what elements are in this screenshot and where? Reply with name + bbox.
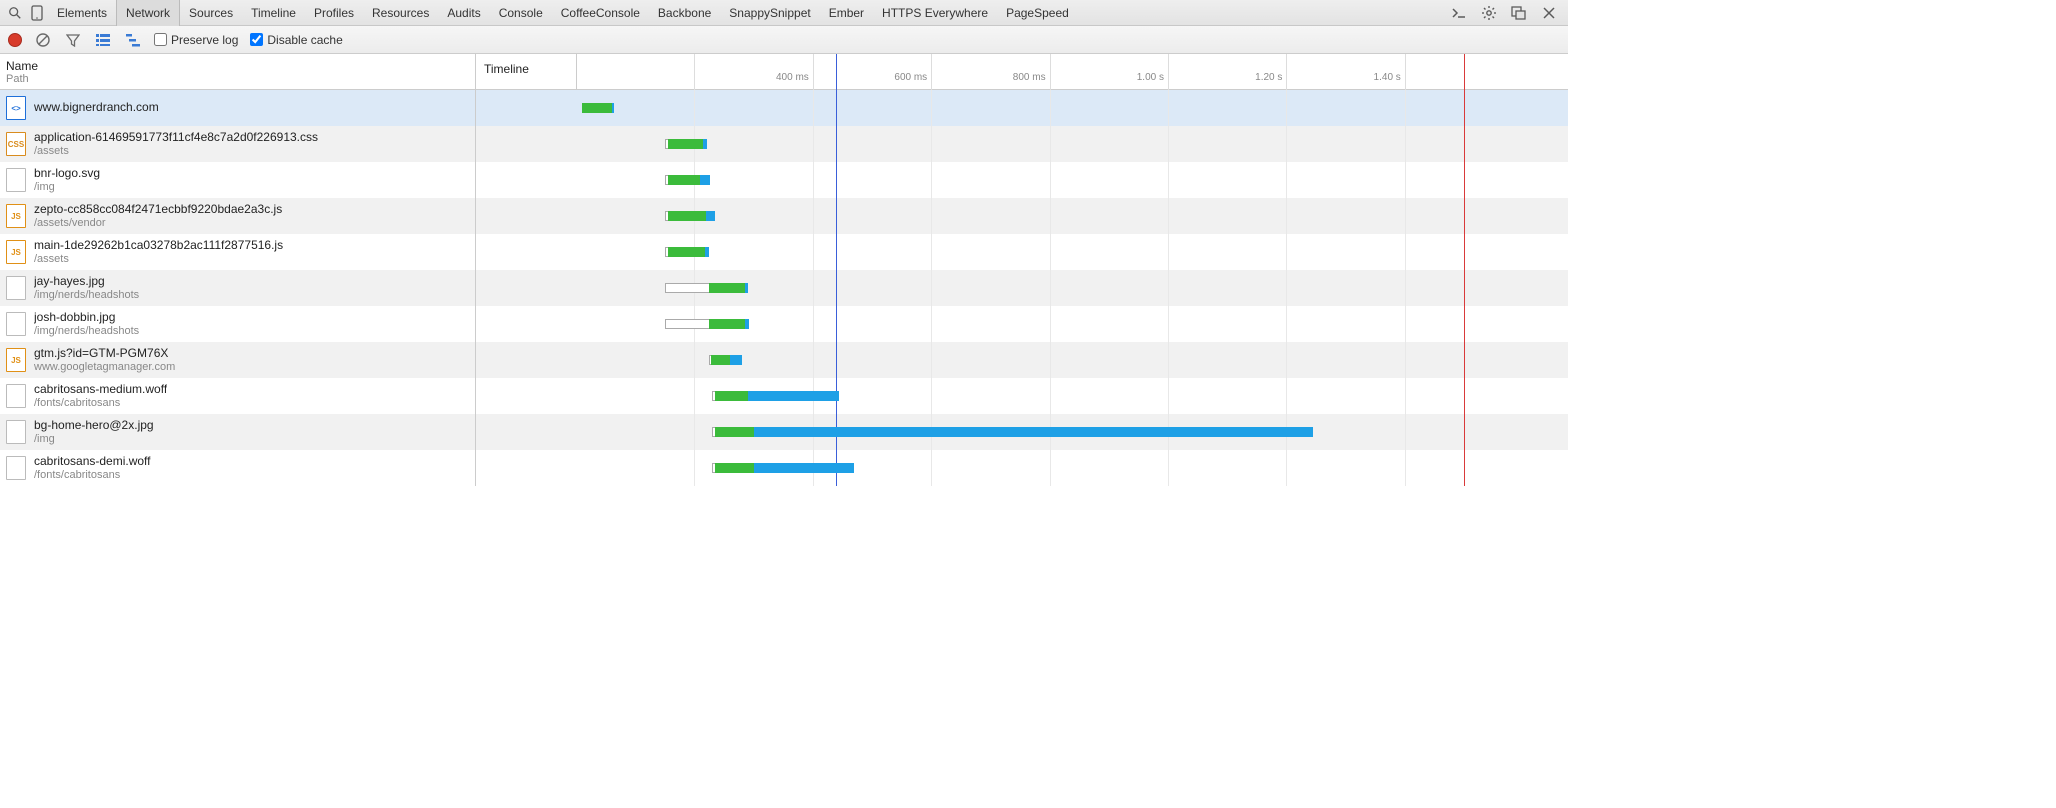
preserve-log-label: Preserve log (171, 33, 238, 47)
request-name: zepto-cc858cc084f2471ecbbf9220bdae2a3c.j… (34, 203, 282, 217)
tick-label: 1.20 s (1255, 72, 1286, 83)
gear-icon[interactable] (1478, 2, 1500, 24)
tab-pagespeed[interactable]: PageSpeed (997, 0, 1078, 26)
table-row[interactable]: JS main-1de29262b1ca03278b2ac111f2877516.… (0, 234, 1568, 270)
name-header-label: Name (6, 59, 469, 73)
request-path: /img (34, 433, 154, 446)
tab-elements[interactable]: Elements (48, 0, 116, 26)
tab-sources[interactable]: Sources (180, 0, 242, 26)
table-row[interactable]: <> www.bignerdranch.com (0, 90, 1568, 126)
table-row[interactable]: CSS application-61469591773f11cf4e8c7a2d0… (0, 126, 1568, 162)
timing-bar[interactable] (665, 175, 711, 185)
filter-icon[interactable] (64, 31, 82, 49)
request-path: /assets (34, 253, 283, 266)
tab-coffeeconsole[interactable]: CoffeeConsole (552, 0, 649, 26)
table-row[interactable]: bnr-logo.svg/img (0, 162, 1568, 198)
tab-resources[interactable]: Resources (363, 0, 438, 26)
font-file-icon (6, 384, 26, 408)
dock-icon[interactable] (1508, 2, 1530, 24)
js-file-icon: JS (6, 240, 26, 264)
timing-bar[interactable] (665, 319, 750, 329)
name-column-header[interactable]: Name Path (0, 54, 476, 89)
img-file-icon (6, 420, 26, 444)
table-row[interactable]: bg-home-hero@2x.jpg/img (0, 414, 1568, 450)
tab-https-everywhere[interactable]: HTTPS Everywhere (873, 0, 997, 26)
path-header-label: Path (6, 73, 469, 85)
timing-bar[interactable] (665, 247, 709, 257)
close-icon[interactable] (1538, 2, 1560, 24)
clear-icon[interactable] (34, 31, 52, 49)
tab-profiles[interactable]: Profiles (305, 0, 363, 26)
console-drawer-icon[interactable] (1448, 2, 1470, 24)
request-path: /fonts/cabritosans (34, 469, 151, 482)
tick-label: 800 ms (1013, 72, 1050, 83)
timing-bar[interactable] (709, 355, 742, 365)
column-headers: Name Path Timeline 400 ms 600 ms 800 ms 1.0… (0, 54, 1568, 90)
request-name: bg-home-hero@2x.jpg (34, 419, 154, 433)
tick-label: 1.40 s (1374, 72, 1405, 83)
record-button[interactable] (8, 33, 22, 47)
img-file-icon (6, 276, 26, 300)
request-path: /img (34, 181, 100, 194)
tab-snappysnippet[interactable]: SnappySnippet (720, 0, 819, 26)
timing-bar[interactable] (712, 391, 839, 401)
request-path: /img/nerds/headshots (34, 289, 139, 302)
request-name: gtm.js?id=GTM-PGM76X (34, 347, 175, 361)
table-row[interactable]: josh-dobbin.jpg/img/nerds/headshots (0, 306, 1568, 342)
js-file-icon: JS (6, 348, 26, 372)
table-row[interactable]: JS gtm.js?id=GTM-PGM76Xwww.googletagmanag… (0, 342, 1568, 378)
tab-network[interactable]: Network (116, 0, 180, 26)
table-row[interactable]: cabritosans-demi.woff/fonts/cabritosans (0, 450, 1568, 486)
disable-cache-label: Disable cache (267, 33, 342, 47)
waterfall-icon[interactable] (124, 31, 142, 49)
request-path: /fonts/cabritosans (34, 397, 167, 410)
request-name: jay-hayes.jpg (34, 275, 139, 289)
large-rows-icon[interactable] (94, 31, 112, 49)
timing-bar[interactable] (665, 283, 748, 293)
js-file-icon: JS (6, 204, 26, 228)
search-icon[interactable] (4, 2, 26, 24)
tick-label: 600 ms (894, 72, 931, 83)
timing-bar[interactable] (665, 211, 715, 221)
tab-backbone[interactable]: Backbone (649, 0, 720, 26)
timeline-column-header[interactable]: Timeline 400 ms 600 ms 800 ms 1.00 s 1.20 s 1… (476, 54, 1568, 89)
timing-bar[interactable] (582, 103, 615, 113)
request-name: josh-dobbin.jpg (34, 311, 139, 325)
tab-audits[interactable]: Audits (438, 0, 489, 26)
request-name: bnr-logo.svg (34, 167, 100, 181)
devtools-tabbar: ElementsNetworkSourcesTimelineProfilesRe… (0, 0, 1568, 26)
disable-cache-checkbox[interactable]: Disable cache (250, 33, 342, 47)
timing-bar[interactable] (712, 463, 854, 473)
request-rows: <> www.bignerdranch.com CSS application-614… (0, 90, 1568, 486)
html-file-icon: <> (6, 96, 26, 120)
device-icon[interactable] (26, 2, 48, 24)
tab-ember[interactable]: Ember (820, 0, 873, 26)
css-file-icon: CSS (6, 132, 26, 156)
request-path: /assets (34, 145, 318, 158)
tabs: ElementsNetworkSourcesTimelineProfilesRe… (48, 0, 1078, 26)
request-path: www.googletagmanager.com (34, 361, 175, 374)
tab-console[interactable]: Console (490, 0, 552, 26)
table-row[interactable]: JS zepto-cc858cc084f2471ecbbf9220bdae2a3c… (0, 198, 1568, 234)
img-file-icon (6, 168, 26, 192)
request-name: cabritosans-medium.woff (34, 383, 167, 397)
tick-label: 400 ms (776, 72, 813, 83)
tick-label: 1.00 s (1137, 72, 1168, 83)
request-name: main-1de29262b1ca03278b2ac111f2877516.js (34, 239, 283, 253)
preserve-log-checkbox[interactable]: Preserve log (154, 33, 238, 47)
tab-timeline[interactable]: Timeline (242, 0, 305, 26)
request-path: /img/nerds/headshots (34, 325, 139, 338)
table-row[interactable]: jay-hayes.jpg/img/nerds/headshots (0, 270, 1568, 306)
timing-bar[interactable] (712, 427, 1313, 437)
timing-bar[interactable] (665, 139, 708, 149)
request-name: cabritosans-demi.woff (34, 455, 151, 469)
request-path: /assets/vendor (34, 217, 282, 230)
table-row[interactable]: cabritosans-medium.woff/fonts/cabritosan… (0, 378, 1568, 414)
network-toolbar: Preserve log Disable cache (0, 26, 1568, 54)
timeline-header-label: Timeline (484, 62, 529, 76)
request-name: application-61469591773f11cf4e8c7a2d0f22… (34, 131, 318, 145)
request-name: www.bignerdranch.com (34, 101, 159, 115)
font-file-icon (6, 456, 26, 480)
img-file-icon (6, 312, 26, 336)
